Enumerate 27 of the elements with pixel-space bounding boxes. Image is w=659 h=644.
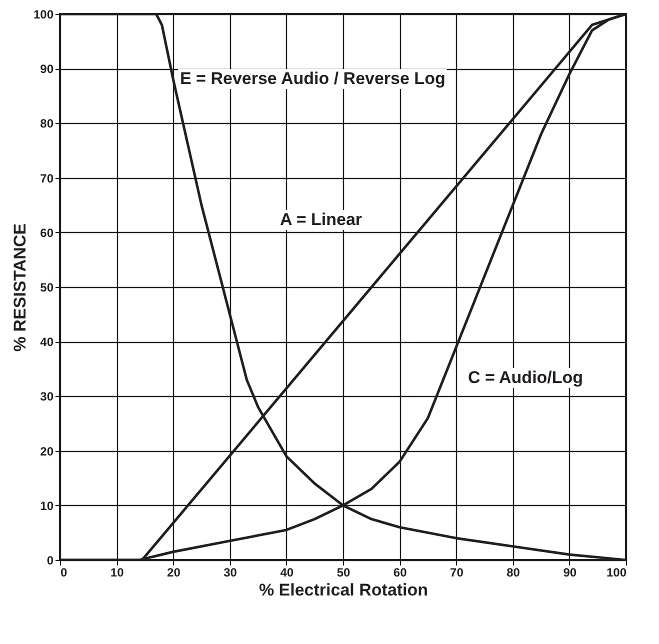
annotation: E = Reverse Audio / Reverse Log [178, 69, 448, 89]
x-tick-label: 60 [393, 566, 408, 580]
y-tick-label: 70 [40, 171, 54, 186]
x-tick-label: 0 [60, 566, 68, 580]
x-tick-label: 70 [450, 566, 464, 580]
annotation: A = Linear [278, 210, 364, 230]
x-tick-label: 10 [110, 566, 124, 580]
x-tick-label: 100 [606, 566, 627, 580]
y-tick-label: 100 [33, 8, 54, 22]
y-tick-label: 40 [40, 335, 54, 350]
y-tick-label: 30 [40, 390, 54, 404]
x-tick-label: 20 [167, 566, 181, 580]
y-tick-label: 0 [46, 554, 54, 568]
x-tick-label: 30 [224, 566, 238, 580]
x-axis-title: % Electrical Rotation [258, 580, 428, 600]
y-tick-label: 50 [40, 280, 54, 294]
y-tick-label: 20 [40, 444, 54, 458]
y-tick-label: 60 [40, 226, 54, 240]
x-tick-label: 50 [336, 566, 350, 580]
x-tick-label: 90 [563, 566, 577, 580]
y-tick-label: 10 [40, 498, 54, 513]
y-tick-label: 80 [40, 116, 54, 131]
x-tick-label: 80 [506, 566, 520, 580]
x-tick-label: 40 [280, 566, 294, 580]
y-axis-title: % RESISTANCE [10, 223, 30, 352]
annotation: C = Audio/Log [466, 368, 586, 388]
y-tick-label: 90 [40, 62, 54, 76]
